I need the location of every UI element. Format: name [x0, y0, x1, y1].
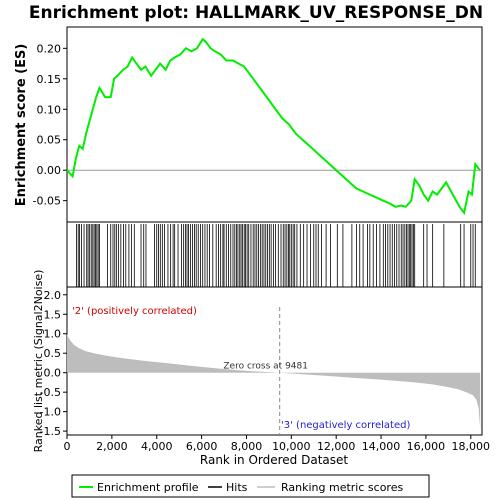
es-tick-label: 0.05 [37, 134, 62, 147]
x-tick-label: 18,000 [452, 440, 491, 453]
metric-tick-label: 1.0 [44, 328, 62, 341]
legend-box [71, 474, 430, 498]
x-tick-label: 4,000 [141, 440, 173, 453]
es-panel-frame [66, 26, 483, 223]
positive-correlation-label: '2' (positively correlated) [72, 306, 197, 317]
negative-correlation-label: '3' (negatively correlated) [281, 420, 410, 431]
x-tick-label: 6,000 [186, 440, 218, 453]
es-tick-label: 0.10 [37, 103, 62, 116]
legend-metric-label: Ranking metric scores [281, 481, 403, 494]
metric-axis-label: Ranked list metric (Signal2Noise) [32, 270, 45, 453]
metric-tick-label: -1.5 [40, 425, 61, 438]
x-tick-label: 16,000 [407, 440, 446, 453]
hits-panel-frame [66, 221, 483, 288]
x-axis-label: Rank in Ordered Dataset [200, 453, 348, 467]
x-axis-ticks: 0 2,000 4,000 6,000 8,000 10,000 12,000 14,000 1… [64, 435, 491, 453]
hits-group [76, 224, 476, 287]
metric-tick-label: -0.5 [40, 386, 61, 399]
metric-tick-label: 2.0 [44, 289, 62, 302]
x-tick-label: 0 [64, 440, 71, 453]
es-tick-label: -0.05 [33, 195, 61, 208]
es-tick-label: 0.20 [37, 42, 62, 55]
es-tick-label: 0.00 [37, 164, 62, 177]
metric-tick-label: 0.0 [44, 367, 62, 380]
es-axis-ticks: -0.05 0.00 0.05 0.10 0.15 0.20 [33, 42, 67, 208]
metric-tick-label: 0.5 [44, 347, 62, 360]
x-tick-label: 8,000 [231, 440, 263, 453]
legend-hits-label: Hits [226, 481, 248, 494]
x-tick-label: 12,000 [317, 440, 356, 453]
x-tick-label: 14,000 [362, 440, 401, 453]
legend-profile-label: Enrichment profile [97, 481, 199, 494]
metric-axis-ticks: -1.5 -1.0 -0.5 0.0 0.5 1.0 1.5 2.0 [40, 289, 67, 438]
metric-tick-label: -1.0 [40, 406, 61, 419]
x-tick-label: 2,000 [96, 440, 128, 453]
zero-cross-label: Zero cross at 9481 [223, 362, 308, 372]
metric-tick-label: 1.5 [44, 308, 62, 321]
es-tick-label: 0.15 [37, 73, 62, 86]
chart-title: Enrichment plot: HALLMARK_UV_RESPONSE_DN [29, 3, 483, 23]
x-tick-label: 10,000 [272, 440, 311, 453]
es-axis-label: Enrichment score (ES) [14, 44, 29, 207]
enrichment-profile-line [66, 37, 481, 216]
